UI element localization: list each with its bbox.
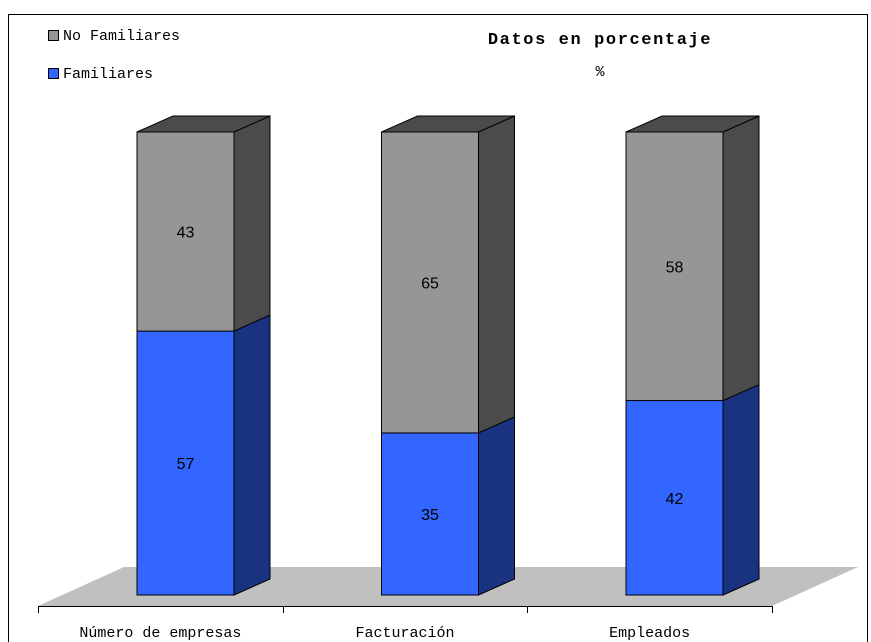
legend-label-familiares: Familiares: [63, 66, 153, 83]
bar-side-numero-de-empresas-no-familiares: [233, 115, 271, 332]
bar-top-empleados: [625, 115, 760, 133]
bars-group: 57 43 35 65 42 58: [136, 115, 760, 596]
bar-side-facturacion-no-familiares: [478, 115, 515, 434]
x-tick-label-empleados: Empleados: [609, 625, 690, 642]
bar-numero-de-empresas-no-familiares: 43: [136, 115, 271, 332]
data-label-facturacion-familiares: 35: [421, 507, 439, 524]
chart-title: Datos en porcentaje: [488, 31, 712, 50]
bar-side-empleados-no-familiares: [722, 115, 760, 402]
legend: No Familiares Familiares: [48, 28, 180, 83]
bar-side-facturacion-familiares: [478, 416, 515, 596]
bar-numero-de-empresas-familiares: 57: [136, 314, 271, 596]
bar-empleados-familiares: 42: [625, 383, 760, 596]
bar-facturacion-no-familiares: 65: [381, 115, 515, 434]
data-label-numero-de-empresas-no-familiares: 43: [177, 225, 195, 242]
bar-front-facturacion-no-familiares: [381, 131, 479, 434]
x-tick-label-numero-de-empresas: Número de empresas: [79, 625, 241, 642]
data-label-empleados-familiares: 42: [666, 491, 684, 508]
bar-front-numero-de-empresas-familiares: [136, 330, 235, 596]
bar-top-numero-de-empresas: [136, 115, 271, 133]
data-label-facturacion-no-familiares: 65: [421, 275, 439, 292]
bar-front-facturacion-familiares: [381, 432, 479, 596]
x-axis: Número de empresas Facturación Empleados: [38, 606, 773, 642]
bar-side-numero-de-empresas-familiares: [233, 314, 271, 596]
x-tick-label-facturacion: Facturación: [355, 625, 454, 642]
bar-facturacion-familiares: 35: [381, 416, 515, 596]
bar-top-facturacion: [381, 115, 515, 133]
chart-subtitle: %: [595, 64, 605, 81]
legend-swatch-no-familiares: [48, 30, 59, 41]
data-label-empleados-no-familiares: 58: [666, 259, 684, 276]
legend-label-no-familiares: No Familiares: [63, 28, 180, 45]
bar-empleados-no-familiares: 58: [625, 115, 760, 402]
data-label-numero-de-empresas-familiares: 57: [177, 456, 195, 473]
bar-side-empleados-familiares: [722, 383, 760, 596]
legend-swatch-familiares: [48, 68, 59, 79]
bar-front-numero-de-empresas-no-familiares: [136, 131, 235, 332]
bar-front-empleados-no-familiares: [625, 131, 724, 402]
